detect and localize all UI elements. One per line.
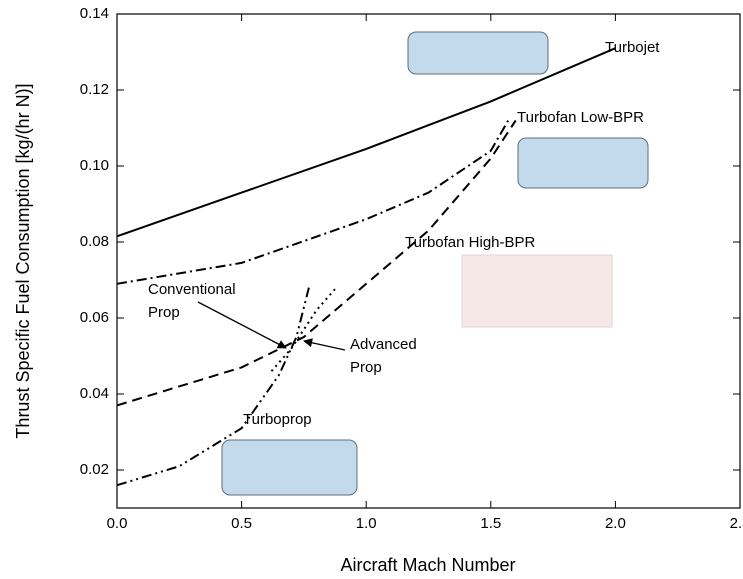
turbofan-high-engine — [462, 255, 612, 327]
annotation: Advanced — [350, 336, 417, 353]
annotation-arrow — [198, 302, 286, 348]
x-tick-label: 0.0 — [107, 515, 128, 532]
chart: Aircraft Mach Number Thrust Specific Fue… — [0, 0, 743, 579]
y-tick-label: 0.08 — [80, 233, 109, 250]
annotation: Conventional — [148, 281, 236, 298]
x-tick-label: 2.0 — [605, 515, 626, 532]
annotation-arrow — [304, 341, 345, 350]
x-tick-label: 2.5 — [730, 515, 743, 532]
x-tick-label: 0.5 — [231, 515, 252, 532]
turbojet-engine — [408, 32, 548, 74]
y-tick-label: 0.02 — [80, 461, 109, 478]
series-line — [117, 120, 516, 405]
series-label: Turbojet — [605, 39, 660, 56]
y-tick-label: 0.04 — [80, 385, 109, 402]
x-tick-label: 1.5 — [480, 515, 501, 532]
y-tick-label: 0.14 — [80, 5, 109, 22]
series-label: Turboprop — [243, 411, 312, 428]
series-label: Turbofan Low-BPR — [517, 109, 644, 126]
y-tick-label: 0.12 — [80, 81, 109, 98]
y-axis-title: Thrust Specific Fuel Consumption [kg/(hr… — [13, 83, 33, 438]
y-tick-label: 0.06 — [80, 309, 109, 326]
annotation: Prop — [350, 359, 382, 376]
turboprop-engine — [222, 440, 357, 495]
series-line — [117, 120, 508, 283]
x-tick-label: 1.0 — [356, 515, 377, 532]
plot-frame — [117, 14, 740, 508]
y-tick-label: 0.10 — [80, 157, 109, 174]
series-line — [272, 288, 337, 372]
x-axis-title: Aircraft Mach Number — [340, 555, 515, 575]
turbofan-low-engine — [518, 138, 648, 188]
series-label: Turbofan High-BPR — [405, 234, 536, 251]
annotation: Prop — [148, 304, 180, 321]
